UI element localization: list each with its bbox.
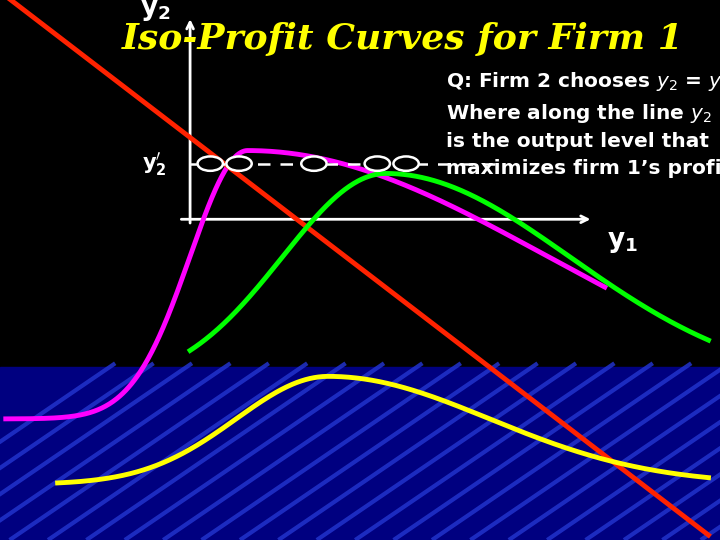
Circle shape bbox=[301, 157, 327, 171]
Circle shape bbox=[364, 157, 390, 171]
Text: $\mathbf{y_1}$: $\mathbf{y_1}$ bbox=[607, 229, 637, 255]
Circle shape bbox=[226, 157, 252, 171]
Text: Iso-Profit Curves for Firm 1: Iso-Profit Curves for Firm 1 bbox=[122, 22, 684, 56]
Circle shape bbox=[393, 157, 419, 171]
Text: $\mathbf{y_2'}$: $\mathbf{y_2'}$ bbox=[143, 150, 167, 178]
Text: $\mathbf{Q}$: Firm 2 chooses $y_2$ = $y_2$’.
Where along the line $y_2$ = $y_2$’: $\mathbf{Q}$: Firm 2 chooses $y_2$ = $y_… bbox=[446, 70, 720, 178]
Bar bbox=[0, 367, 720, 540]
Circle shape bbox=[197, 157, 223, 171]
Text: $\mathbf{y_2}$: $\mathbf{y_2}$ bbox=[140, 0, 171, 23]
